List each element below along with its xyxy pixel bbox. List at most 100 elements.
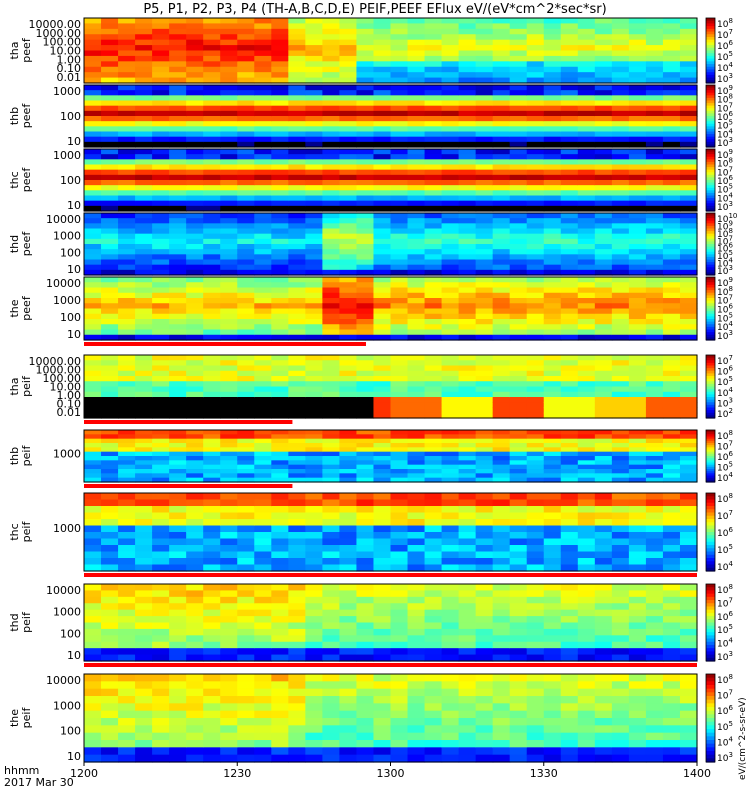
heatmap-cell [475,434,494,440]
heatmap-cell [135,329,153,336]
heatmap-cell [407,648,426,656]
heatmap-cell [458,402,477,409]
heatmap-cell [220,141,238,148]
heatmap-cell [594,131,613,138]
heatmap-cell [577,277,596,283]
heatmap-cell [237,85,255,91]
heatmap-cell [492,703,511,712]
heatmap-cell [543,319,562,325]
heatmap-cell [84,238,102,245]
panel-frame [83,84,698,148]
heatmap-cell [407,558,426,566]
heatmap-cell [543,55,562,62]
heatmap-cell [594,674,613,682]
colorbar-swatch [706,721,715,726]
heatmap-cell [203,282,221,289]
colorbar-swatch [706,458,715,461]
heatmap-cell [526,154,545,160]
heatmap-cell [288,292,306,299]
heatmap-cell [339,391,358,398]
heatmap-cell [407,159,426,166]
heatmap-cell [169,747,187,756]
heatmap-cell [169,95,187,102]
heatmap-cell [373,648,392,656]
heatmap-cell [220,292,238,299]
heatmap-cell [594,430,613,435]
heatmap-cell [424,688,443,697]
heatmap-cell [254,473,272,479]
heatmap-cell [135,703,153,712]
heatmap-cell [288,269,306,276]
heatmap-cell [543,460,562,466]
heatmap-cell [492,654,511,662]
heatmap-cell [679,355,698,361]
heatmap-cell [475,464,494,470]
heatmap-cell [169,105,187,112]
heatmap-cell [424,360,443,367]
heatmap-cell [628,609,647,617]
heatmap-cell [594,512,613,520]
heatmap-cell [424,412,443,419]
heatmap-cell [577,228,596,235]
heatmap-cell [305,519,323,527]
heatmap-cell [628,28,647,35]
heatmap-cell [611,725,630,734]
heatmap-cell [186,282,204,289]
heatmap-cell [560,381,579,388]
heatmap-cell [135,154,153,160]
heatmap-cell [203,131,221,138]
heatmap-cell [356,391,375,398]
heatmap-cell [169,681,187,690]
heatmap-cell [407,303,426,310]
colorbar-swatch [706,74,715,79]
heatmap-cell [84,218,102,224]
heatmap-cell [577,648,596,656]
heatmap-cell [458,460,477,466]
heatmap-cell [424,18,443,25]
heatmap-cell [322,45,341,52]
heatmap-cell [169,402,187,409]
heatmap-cell [424,185,443,191]
heatmap-cell [254,648,272,656]
heatmap-cell [237,477,255,483]
heatmap-cell [356,254,375,261]
colorbar-swatch [706,167,715,171]
heatmap-cell [645,303,664,310]
heatmap-cell [152,506,170,514]
heatmap-cell [135,66,153,73]
heatmap-cell [237,200,255,207]
heatmap-cell [560,703,579,712]
heatmap-cell [662,100,681,107]
heatmap-cell [679,159,698,166]
heatmap-cell [577,264,596,271]
heatmap-cell [118,28,136,35]
heatmap-cell [492,590,511,598]
heatmap-cell [152,460,170,466]
heatmap-cell [645,164,664,171]
colorbar-swatch [706,295,715,299]
heatmap-cell [492,545,511,553]
heatmap-cell [611,287,630,294]
heatmap-cell [475,532,494,540]
heatmap-cell [152,451,170,457]
heatmap-cell [203,121,221,127]
heatmap-cell [526,77,545,84]
heatmap-cell [186,223,204,230]
heatmap-cell [101,402,119,409]
colorbar-swatch [706,26,715,30]
colorbar-swatch [706,584,715,588]
heatmap-cell [458,45,477,52]
heatmap-cell [288,381,306,388]
heatmap-cell [475,190,494,197]
heatmap-cell [407,525,426,533]
heatmap-cell [543,116,562,122]
heatmap-cell [186,259,204,266]
heatmap-cell [679,381,698,388]
heatmap-cell [84,185,102,191]
heatmap-cell [509,90,528,96]
heatmap-cell [560,72,579,79]
heatmap-cell [526,603,545,611]
heatmap-cell [475,259,494,266]
heatmap-cell [560,55,579,62]
